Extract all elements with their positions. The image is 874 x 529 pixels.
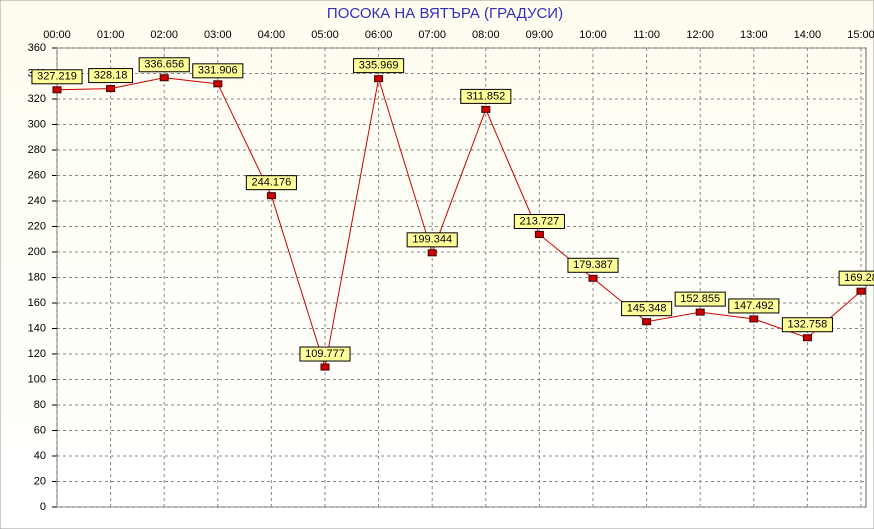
y-tick-label: 140 [28, 322, 46, 334]
y-tick-label: 360 [28, 42, 46, 54]
x-tick-label: 11:00 [633, 29, 660, 41]
data-label: 145.348 [627, 303, 667, 315]
y-tick-label: 320 [28, 93, 46, 105]
marker [213, 80, 223, 88]
y-tick-label: 100 [28, 373, 46, 385]
data-label: 199.344 [412, 234, 452, 246]
y-tick-label: 160 [28, 297, 46, 309]
data-label-box [299, 346, 351, 362]
data-label-box [31, 69, 83, 85]
data-label: 335.969 [359, 60, 399, 72]
x-tick-label: 15:00 [847, 29, 874, 41]
line [56, 77, 862, 368]
x-tick-label: 01:00 [97, 29, 125, 41]
y-tick-label: 280 [28, 144, 46, 156]
y-tick-label: 300 [28, 118, 46, 130]
y-tick-label: 260 [28, 169, 46, 181]
marker [266, 192, 276, 200]
data-label-box [406, 232, 458, 248]
data-label-box [567, 257, 619, 273]
marker [106, 85, 116, 93]
data-label: 169.28 [844, 272, 874, 284]
data-label: 244.176 [252, 177, 292, 189]
data-label-box [781, 317, 833, 333]
data-label-box [138, 57, 190, 73]
data-label-box [674, 291, 726, 307]
y-tick-label: 120 [28, 348, 46, 360]
data-label: 311.852 [466, 90, 505, 102]
data-label-box [728, 298, 780, 314]
data-label: 152.855 [680, 293, 720, 305]
data-label-box [621, 301, 673, 317]
y-tick-label: 20 [34, 475, 46, 487]
data-label-box [460, 88, 512, 104]
x-tick-label: 06:00 [365, 29, 393, 41]
marker [427, 249, 437, 257]
x-tick-label: 03:00 [204, 29, 232, 41]
y-tick-label: 180 [28, 271, 46, 283]
x-tick-label: 07:00 [418, 29, 446, 41]
x-tick-label: 08:00 [472, 29, 500, 41]
x-tick-label: 05:00 [311, 29, 339, 41]
y-tick-label: 80 [34, 399, 46, 411]
y-tick-label: 0 [40, 501, 46, 513]
data-label-box [513, 213, 565, 229]
data-label: 213.727 [520, 215, 560, 227]
marker [588, 274, 598, 282]
data-label: 331.906 [198, 65, 238, 77]
x-tick-label: 00:00 [43, 29, 71, 41]
data-label-box [838, 270, 874, 286]
y-tick-label: 240 [28, 195, 46, 207]
data-label: 109.777 [305, 348, 345, 360]
x-tick-label: 12:00 [686, 29, 714, 41]
data-label: 328.18 [94, 69, 128, 81]
marker [695, 308, 705, 316]
data-label: 132.758 [788, 319, 828, 331]
x-tick-label: 04:00 [258, 29, 286, 41]
x-tick-label: 10:00 [579, 29, 607, 41]
data-label-box [88, 68, 133, 84]
data-label-box [353, 58, 405, 74]
y-tick-label: 40 [34, 450, 46, 462]
data-label-box [245, 175, 297, 191]
data-label: 179.387 [573, 259, 613, 271]
marker [374, 75, 384, 83]
data-label: 327.219 [37, 71, 77, 83]
marker [856, 287, 866, 295]
marker [159, 74, 169, 82]
x-tick-label: 14:00 [794, 29, 822, 41]
marker [534, 230, 544, 238]
x-tick-label: 13:00 [740, 29, 768, 41]
y-tick-label: 60 [34, 424, 46, 436]
y-tick-label: 200 [28, 246, 46, 258]
marker [802, 334, 812, 342]
data-label-box [192, 63, 244, 79]
marker [749, 315, 759, 323]
x-tick-label: 09:00 [526, 29, 554, 41]
marker [642, 318, 652, 326]
x-tick-label: 02:00 [150, 29, 178, 41]
y-tick-label: 220 [28, 220, 46, 232]
chart-title: ПОСОКА НА ВЯТЪРА (ГРАДУСИ) [327, 5, 563, 22]
marker [481, 105, 491, 113]
data-label: 147.492 [734, 300, 774, 312]
data-label: 336.656 [144, 59, 184, 71]
marker [320, 363, 330, 371]
marker [52, 86, 62, 94]
